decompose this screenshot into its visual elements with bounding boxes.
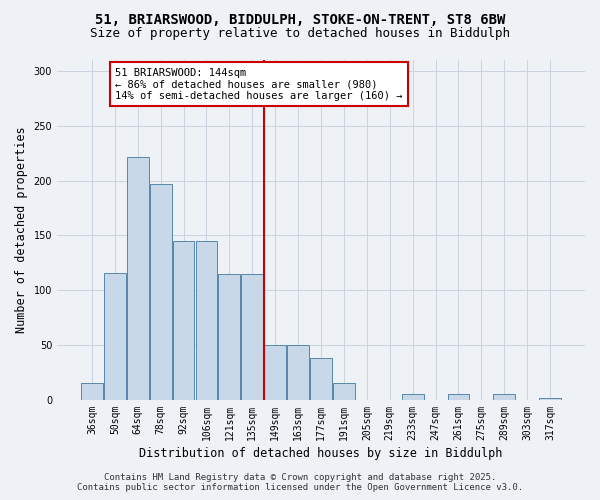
Bar — [173, 241, 194, 400]
Bar — [333, 384, 355, 400]
Bar — [402, 394, 424, 400]
Bar — [196, 241, 217, 400]
Bar — [218, 274, 240, 400]
Text: Contains HM Land Registry data © Crown copyright and database right 2025.
Contai: Contains HM Land Registry data © Crown c… — [77, 473, 523, 492]
Bar — [241, 274, 263, 400]
Bar — [127, 156, 149, 400]
Text: Size of property relative to detached houses in Biddulph: Size of property relative to detached ho… — [90, 28, 510, 40]
X-axis label: Distribution of detached houses by size in Biddulph: Distribution of detached houses by size … — [139, 447, 503, 460]
Bar — [81, 384, 103, 400]
Text: 51 BRIARSWOOD: 144sqm
← 86% of detached houses are smaller (980)
14% of semi-det: 51 BRIARSWOOD: 144sqm ← 86% of detached … — [115, 68, 403, 101]
Bar — [150, 184, 172, 400]
Bar — [265, 345, 286, 400]
Bar — [448, 394, 469, 400]
Bar — [287, 345, 309, 400]
Y-axis label: Number of detached properties: Number of detached properties — [15, 126, 28, 334]
Bar — [104, 272, 126, 400]
Bar — [310, 358, 332, 400]
Text: 51, BRIARSWOOD, BIDDULPH, STOKE-ON-TRENT, ST8 6BW: 51, BRIARSWOOD, BIDDULPH, STOKE-ON-TRENT… — [95, 12, 505, 26]
Bar — [493, 394, 515, 400]
Bar — [539, 398, 561, 400]
